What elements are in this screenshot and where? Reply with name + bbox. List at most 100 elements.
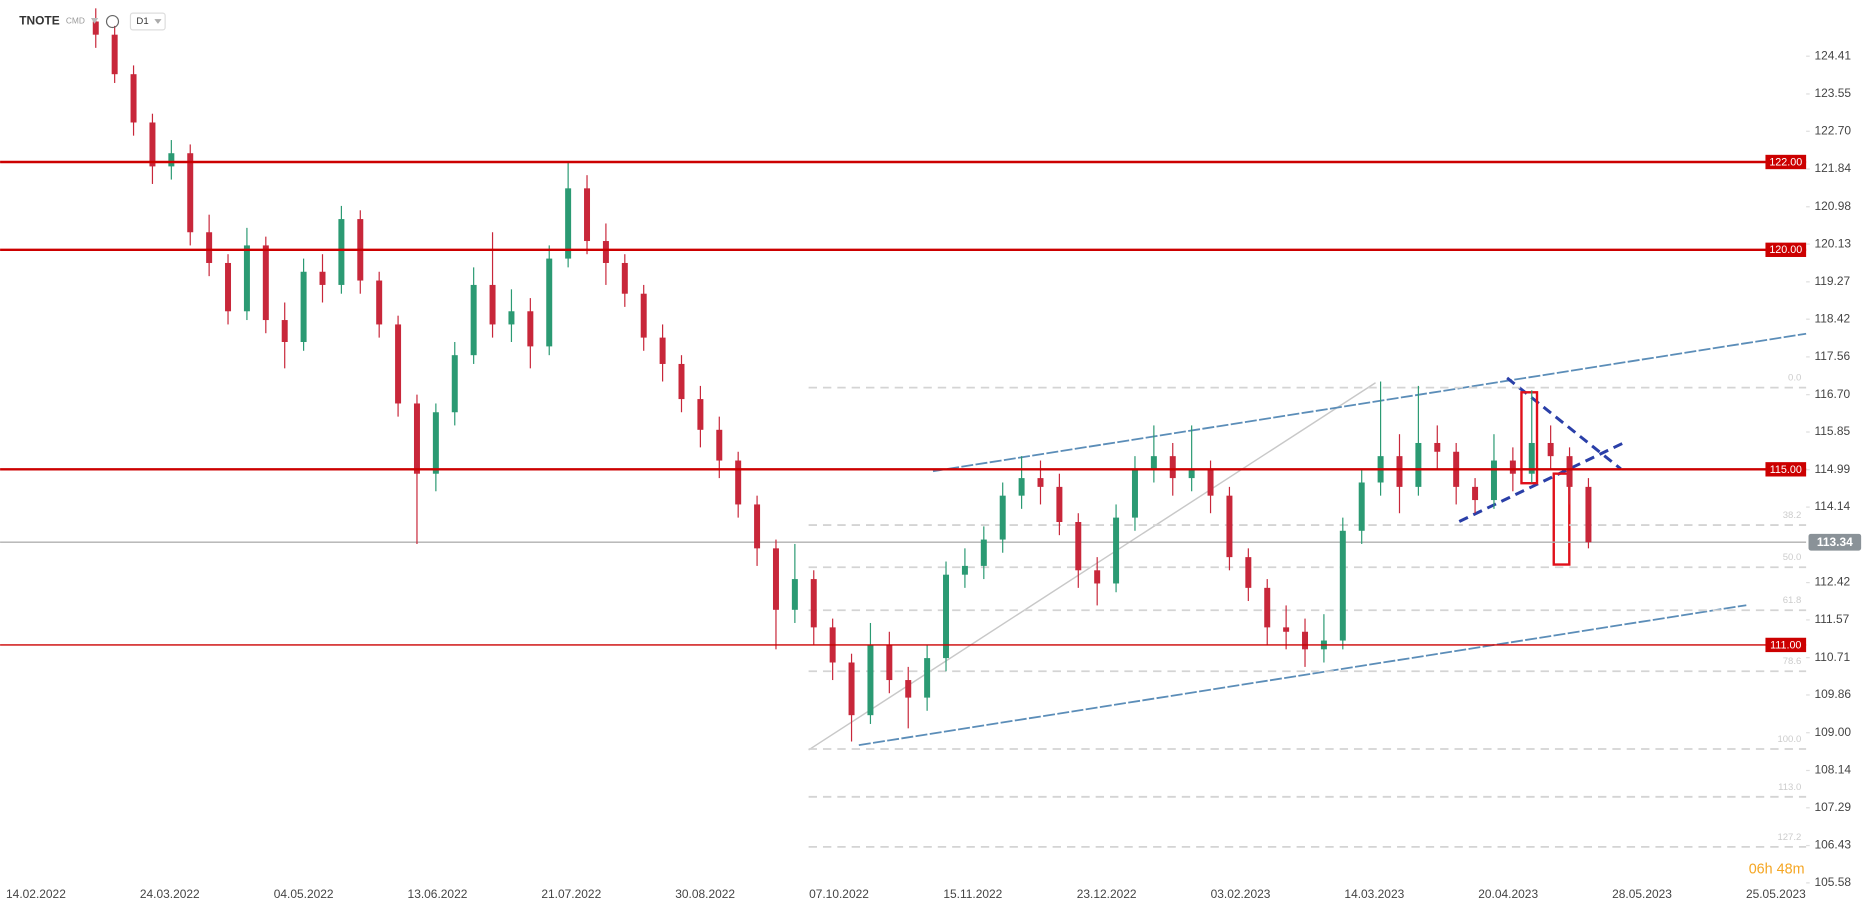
y-tick-label: 112.42 — [1814, 575, 1850, 589]
candle-body — [451, 355, 458, 413]
candle-body — [168, 153, 175, 167]
y-tick-label: 121.84 — [1814, 161, 1851, 175]
candle-body — [1283, 627, 1290, 632]
info-icon[interactable] — [105, 14, 120, 29]
candle-body — [130, 74, 137, 123]
candle-body — [1188, 469, 1195, 479]
candle-body — [678, 363, 685, 400]
level-tag — [1765, 462, 1807, 477]
dropdown-icon — [154, 19, 162, 24]
y-tick-label: 114.14 — [1814, 499, 1850, 513]
candle-body — [1585, 486, 1592, 543]
candle-body — [262, 245, 269, 321]
candle-body — [659, 337, 666, 364]
x-tick-label: 20.04.2023 — [1478, 887, 1538, 901]
y-tick-label: 120.13 — [1814, 236, 1851, 250]
x-tick-label: 28.05.2023 — [1612, 887, 1672, 901]
y-tick-label: 119.27 — [1814, 274, 1850, 288]
x-tick-label: 25.05.2023 — [1746, 887, 1806, 901]
candle-body — [281, 320, 288, 343]
candle-body — [111, 34, 118, 75]
x-tick-label: 21.07.2022 — [541, 887, 601, 901]
candle-body — [92, 21, 99, 35]
level-tag — [1765, 242, 1807, 257]
candle-body — [848, 662, 855, 716]
fib-label: 38.2 — [1783, 510, 1802, 521]
candle-body — [1547, 442, 1554, 457]
y-tick-label: 122.70 — [1814, 123, 1851, 137]
candle-body — [999, 495, 1006, 540]
x-tick-label: 14.02.2022 — [6, 887, 66, 901]
y-tick-label: 106.43 — [1814, 838, 1851, 852]
candle-body — [791, 579, 798, 610]
candle-body — [1566, 456, 1573, 487]
channel-upper — [932, 332, 1807, 473]
candle-body — [206, 232, 213, 263]
y-tick-label: 120.98 — [1814, 199, 1851, 213]
x-tick-label: 04.05.2022 — [274, 887, 334, 901]
source: CMD — [66, 16, 85, 26]
candle-body — [413, 403, 420, 474]
candle-body — [1245, 557, 1252, 588]
y-tick-label: 109.00 — [1814, 725, 1851, 739]
candle-body — [1358, 482, 1365, 531]
fib-label: 113.0 — [1778, 782, 1801, 793]
x-tick-label: 14.03.2023 — [1344, 887, 1404, 901]
x-tick-label: 30.08.2022 — [675, 887, 735, 901]
x-tick-label: 03.02.2023 — [1211, 887, 1271, 901]
candle-body — [1056, 486, 1063, 523]
candle-body — [810, 579, 817, 628]
level-label: 111.00 — [1770, 639, 1801, 651]
candle-body — [1396, 456, 1403, 487]
x-tick-label: 13.06.2022 — [408, 887, 468, 901]
candle-body — [772, 548, 779, 610]
interval-select[interactable] — [129, 12, 166, 31]
y-tick-label: 124.41 — [1814, 48, 1851, 62]
candle-body — [1037, 478, 1044, 487]
candle-body — [716, 429, 723, 461]
candle-body — [243, 245, 250, 312]
y-tick-label: 118.42 — [1814, 311, 1850, 325]
candle-body — [867, 644, 874, 716]
candle-body — [489, 284, 496, 325]
y-tick-label: 107.29 — [1814, 800, 1851, 814]
candle-body — [1169, 456, 1176, 479]
level-tag — [1765, 154, 1807, 170]
highlight-box — [1520, 391, 1539, 485]
candle-body — [697, 399, 704, 430]
candle-body — [886, 644, 893, 681]
interval: D1 — [136, 16, 148, 27]
candle-body — [432, 412, 439, 474]
candle-body — [1264, 587, 1271, 628]
y-tick-label: 105.58 — [1814, 875, 1851, 889]
candle-body — [149, 122, 156, 167]
candle-body — [584, 188, 591, 242]
candle-body — [1018, 478, 1025, 496]
candle-body — [376, 280, 383, 325]
candle-body — [1434, 442, 1441, 452]
candle-body — [1528, 442, 1535, 474]
candle-body — [980, 539, 987, 566]
candle-body — [300, 271, 307, 343]
dropdown-icon[interactable] — [90, 17, 99, 24]
candle-body — [395, 324, 402, 404]
candle-body — [943, 574, 950, 659]
fib-label: 127.2 — [1777, 832, 1801, 843]
candle-body — [735, 460, 742, 505]
fib-label: 50.0 — [1783, 552, 1802, 563]
candle-body — [924, 658, 931, 698]
fib-label: 100.0 — [1777, 734, 1801, 745]
candle-body — [225, 262, 232, 312]
candle-body — [961, 565, 968, 575]
symbol: TNOTE — [19, 14, 60, 28]
candle-body — [338, 219, 345, 285]
y-tick-label: 108.14 — [1814, 763, 1851, 777]
candle-body — [1472, 486, 1479, 501]
candle-body — [1150, 456, 1157, 470]
highlight-box — [1552, 472, 1571, 566]
candle-body — [546, 258, 553, 347]
x-tick-label: 23.12.2022 — [1077, 887, 1137, 901]
y-tick-label: 123.55 — [1814, 86, 1851, 100]
candle-body — [1490, 460, 1497, 501]
